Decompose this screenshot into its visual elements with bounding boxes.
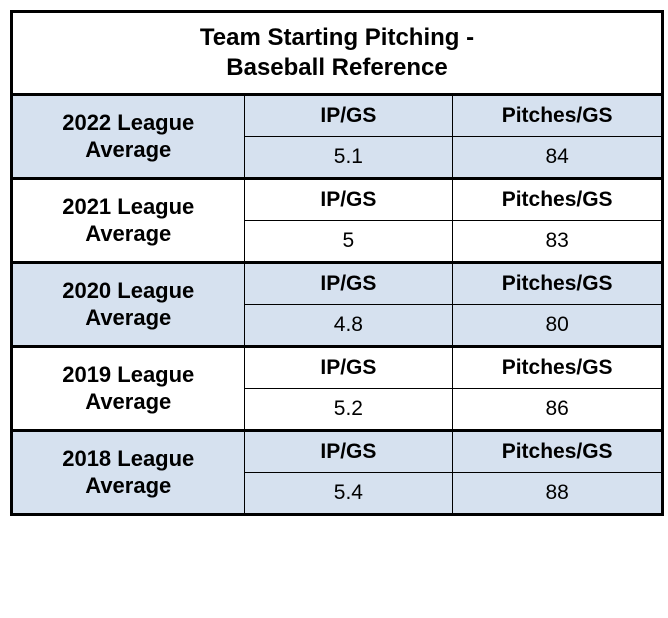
pitches-gs-header: Pitches/GS	[453, 432, 661, 472]
ip-gs-header: IP/GS	[245, 180, 454, 220]
ip-gs-value: 5.1	[245, 137, 454, 177]
stats-stack: IP/GSPitches/GS5.286	[245, 348, 661, 429]
table-row: 2019 LeagueAverageIP/GSPitches/GS5.286	[13, 348, 661, 432]
stats-stack: IP/GSPitches/GS5.488	[245, 432, 661, 513]
stats-header-row: IP/GSPitches/GS	[245, 264, 661, 305]
stats-header-row: IP/GSPitches/GS	[245, 180, 661, 221]
pitches-gs-value: 80	[453, 305, 661, 345]
pitches-gs-value: 84	[453, 137, 661, 177]
title-line-2: Baseball Reference	[226, 54, 447, 81]
ip-gs-value: 5.2	[245, 389, 454, 429]
title-line-1: Team Starting Pitching -	[200, 24, 474, 51]
stats-header-row: IP/GSPitches/GS	[245, 96, 661, 137]
ip-gs-header: IP/GS	[245, 348, 454, 388]
ip-gs-value: 5.4	[245, 473, 454, 513]
year-label: 2021 LeagueAverage	[13, 180, 245, 261]
stats-stack: IP/GSPitches/GS4.880	[245, 264, 661, 345]
year-label: 2019 LeagueAverage	[13, 348, 245, 429]
stats-value-row: 4.880	[245, 305, 661, 345]
stats-value-row: 583	[245, 221, 661, 261]
table-row: 2018 LeagueAverageIP/GSPitches/GS5.488	[13, 432, 661, 513]
ip-gs-header: IP/GS	[245, 96, 454, 136]
ip-gs-header: IP/GS	[245, 264, 454, 304]
pitches-gs-value: 88	[453, 473, 661, 513]
table-row: 2022 LeagueAverageIP/GSPitches/GS5.184	[13, 96, 661, 180]
stats-stack: IP/GSPitches/GS583	[245, 180, 661, 261]
stats-stack: IP/GSPitches/GS5.184	[245, 96, 661, 177]
pitches-gs-header: Pitches/GS	[453, 348, 661, 388]
year-label: 2018 LeagueAverage	[13, 432, 245, 513]
pitching-table: Team Starting Pitching - Baseball Refere…	[10, 10, 664, 516]
stats-header-row: IP/GSPitches/GS	[245, 432, 661, 473]
ip-gs-value: 5	[245, 221, 454, 261]
table-row: 2020 LeagueAverageIP/GSPitches/GS4.880	[13, 264, 661, 348]
stats-value-row: 5.488	[245, 473, 661, 513]
pitches-gs-header: Pitches/GS	[453, 96, 661, 136]
pitches-gs-header: Pitches/GS	[453, 180, 661, 220]
table-title: Team Starting Pitching - Baseball Refere…	[13, 13, 661, 96]
table-row: 2021 LeagueAverageIP/GSPitches/GS583	[13, 180, 661, 264]
stats-value-row: 5.286	[245, 389, 661, 429]
pitches-gs-header: Pitches/GS	[453, 264, 661, 304]
year-label: 2022 LeagueAverage	[13, 96, 245, 177]
year-label: 2020 LeagueAverage	[13, 264, 245, 345]
stats-header-row: IP/GSPitches/GS	[245, 348, 661, 389]
pitches-gs-value: 83	[453, 221, 661, 261]
pitches-gs-value: 86	[453, 389, 661, 429]
stats-value-row: 5.184	[245, 137, 661, 177]
ip-gs-value: 4.8	[245, 305, 454, 345]
ip-gs-header: IP/GS	[245, 432, 454, 472]
